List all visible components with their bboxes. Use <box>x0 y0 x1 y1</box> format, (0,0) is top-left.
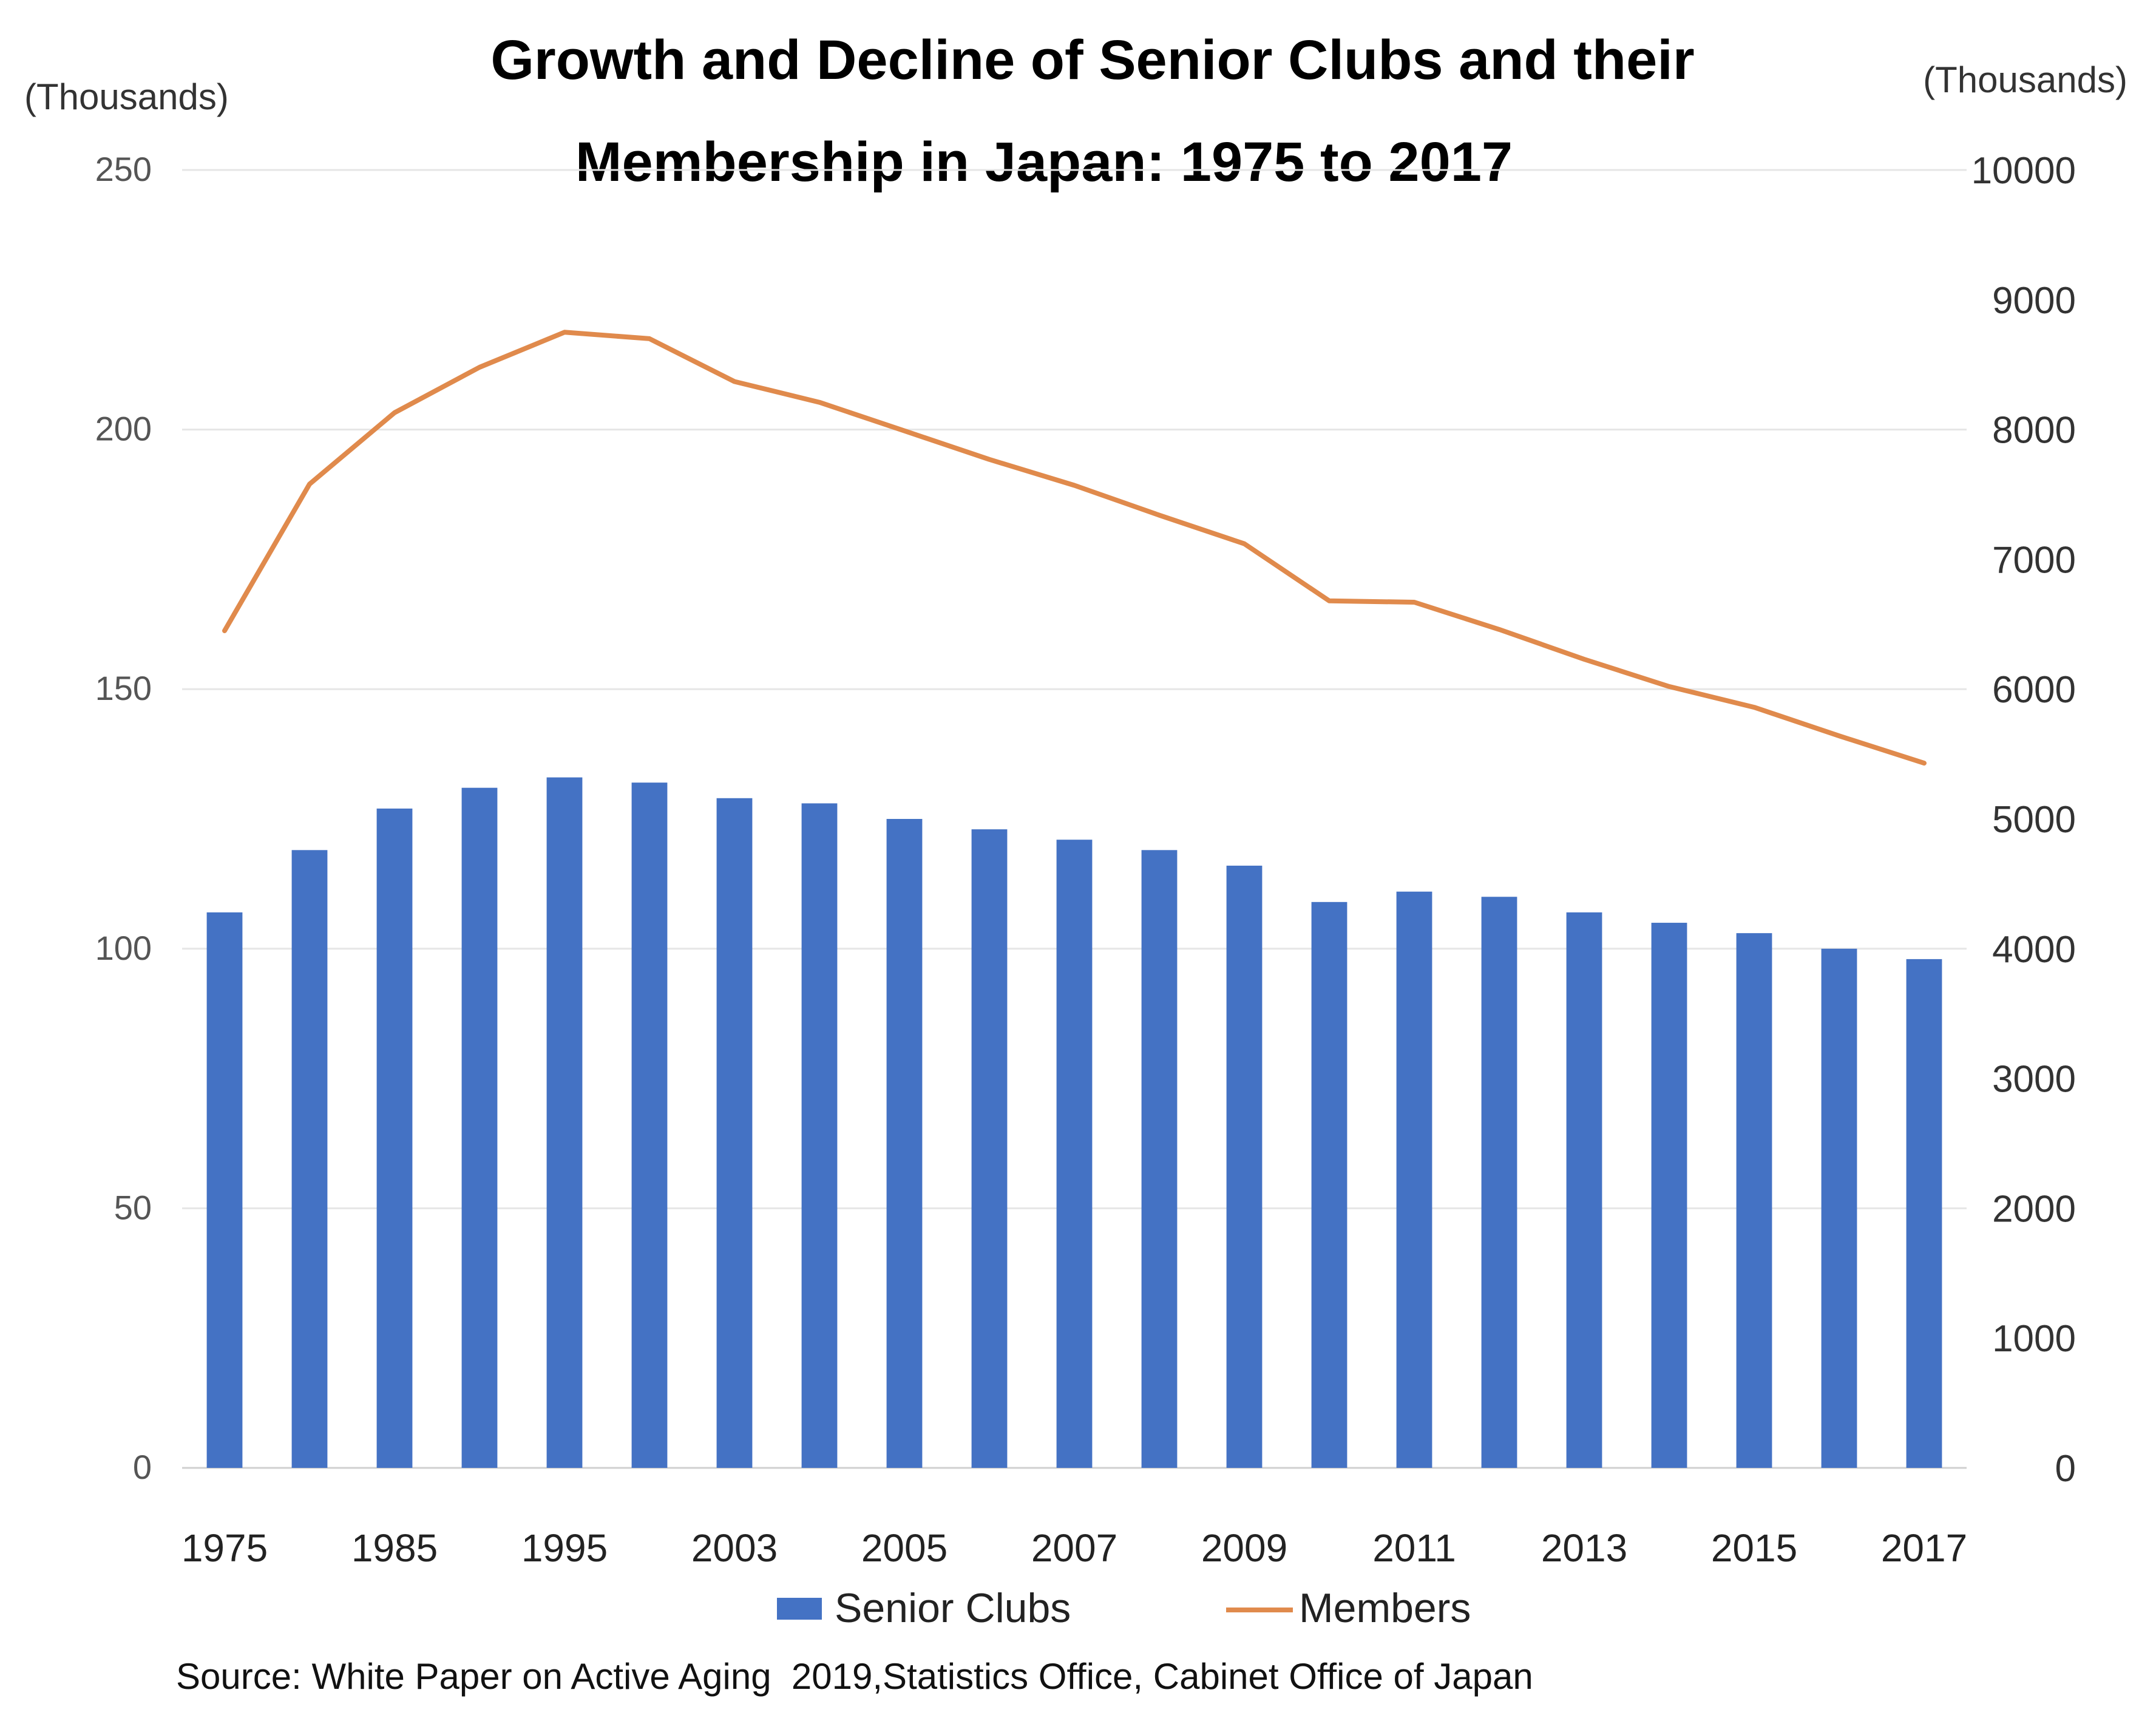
right-tick-label: 2000 <box>1992 1188 2076 1230</box>
bar-senior-clubs <box>1396 891 1432 1468</box>
bar-senior-clubs <box>716 798 753 1468</box>
left-tick-label: 200 <box>95 410 152 448</box>
right-tick-label: 1000 <box>1992 1318 2076 1360</box>
members-point <box>1159 515 1160 516</box>
bar-senior-clubs <box>631 783 668 1468</box>
x-tick-label: 1995 <box>521 1526 608 1570</box>
bar-senior-clubs <box>886 819 923 1468</box>
x-tick-label: 2007 <box>1031 1526 1117 1570</box>
members-point <box>1754 707 1755 708</box>
legend-swatch-senior-clubs <box>777 1598 822 1620</box>
bar-senior-clubs <box>1566 912 1602 1468</box>
right-tick-label: 8000 <box>1992 410 2076 452</box>
left-tick-label: 150 <box>95 669 152 707</box>
members-point <box>1499 629 1500 630</box>
bar-senior-clubs <box>1481 897 1517 1468</box>
left-axis-ticks: 0 50 100 150 200 250 <box>95 150 152 1486</box>
right-tick-label: 10000 <box>1971 150 2076 192</box>
members-line-series <box>222 330 1927 766</box>
x-axis-ticks: 1975 1985 1995 2003 2005 2007 2009 2011 2013 2015… <box>181 1526 1967 1570</box>
members-point <box>1414 602 1415 603</box>
legend-label-members: Members <box>1299 1585 1471 1631</box>
left-tick-label: 50 <box>114 1188 152 1226</box>
members-point <box>1839 735 1840 736</box>
left-axis-unit: (Thousands) <box>24 76 229 117</box>
bar-senior-clubs <box>1141 850 1178 1468</box>
right-tick-label: 0 <box>2055 1448 2076 1490</box>
members-point <box>649 338 650 339</box>
bar-senior-clubs <box>461 787 498 1468</box>
bar-senior-clubs <box>971 829 1008 1468</box>
members-point <box>224 630 225 631</box>
bar-senior-clubs <box>1311 901 1348 1468</box>
bar-senior-clubs <box>1651 923 1687 1468</box>
members-line <box>222 330 1927 766</box>
x-tick-label: 2009 <box>1201 1526 1287 1570</box>
x-tick-label: 2017 <box>1881 1526 1967 1570</box>
x-tick-label: 2013 <box>1541 1526 1627 1570</box>
members-point <box>394 412 395 413</box>
right-tick-label: 5000 <box>1992 799 2076 841</box>
members-point <box>904 430 905 432</box>
chart-title-line2: Membership in Japan: 1975 to 2017 <box>575 131 1513 193</box>
x-tick-label: 1985 <box>351 1526 438 1570</box>
x-tick-label: 1975 <box>181 1526 268 1570</box>
members-point <box>989 459 990 460</box>
members-point <box>1924 762 1925 764</box>
x-tick-label: 2003 <box>691 1526 778 1570</box>
members-point <box>1329 600 1330 602</box>
members-point <box>479 367 480 368</box>
left-tick-label: 100 <box>95 929 152 967</box>
right-tick-label: 4000 <box>1992 929 2076 971</box>
members-point <box>1074 485 1075 486</box>
bar-senior-clubs <box>1736 933 1772 1468</box>
members-point <box>309 483 310 484</box>
bar-senior-clubs <box>1226 865 1263 1468</box>
x-tick-label: 2015 <box>1711 1526 1797 1570</box>
members-point <box>1584 659 1585 660</box>
senior-clubs-bars <box>206 777 1942 1468</box>
right-tick-label: 7000 <box>1992 539 2076 581</box>
chart-title-line1: Growth and Decline of Senior Clubs and t… <box>490 29 1694 91</box>
bar-senior-clubs <box>1821 948 1857 1468</box>
right-axis-ticks: 0 1000 2000 3000 4000 5000 6000 7000 8000 9000 100… <box>1971 150 2076 1490</box>
right-tick-label: 9000 <box>1992 280 2076 322</box>
bar-senior-clubs <box>1906 959 1942 1468</box>
bar-senior-clubs <box>801 803 838 1468</box>
bar-senior-clubs <box>546 777 583 1468</box>
bar-senior-clubs <box>206 912 243 1468</box>
legend: Senior Clubs Members <box>777 1585 1471 1631</box>
bar-senior-clubs <box>376 808 413 1468</box>
right-tick-label: 3000 <box>1992 1059 2076 1101</box>
x-tick-label: 2005 <box>861 1526 947 1570</box>
right-tick-label: 6000 <box>1992 669 2076 711</box>
right-axis-unit: (Thousands) <box>1923 59 2127 100</box>
members-point <box>1669 686 1670 687</box>
source-note: Source: White Paper on Active Aging 2019… <box>176 1656 1533 1697</box>
x-tick-label: 2011 <box>1372 1526 1456 1570</box>
left-tick-label: 0 <box>133 1448 152 1486</box>
left-tick-label: 250 <box>95 150 152 188</box>
bar-senior-clubs <box>291 850 328 1468</box>
members-point <box>1244 543 1245 545</box>
members-point <box>734 381 735 382</box>
members-point <box>564 331 565 333</box>
legend-label-senior-clubs: Senior Clubs <box>835 1585 1071 1631</box>
members-point <box>819 402 820 403</box>
bar-senior-clubs <box>1056 840 1093 1468</box>
